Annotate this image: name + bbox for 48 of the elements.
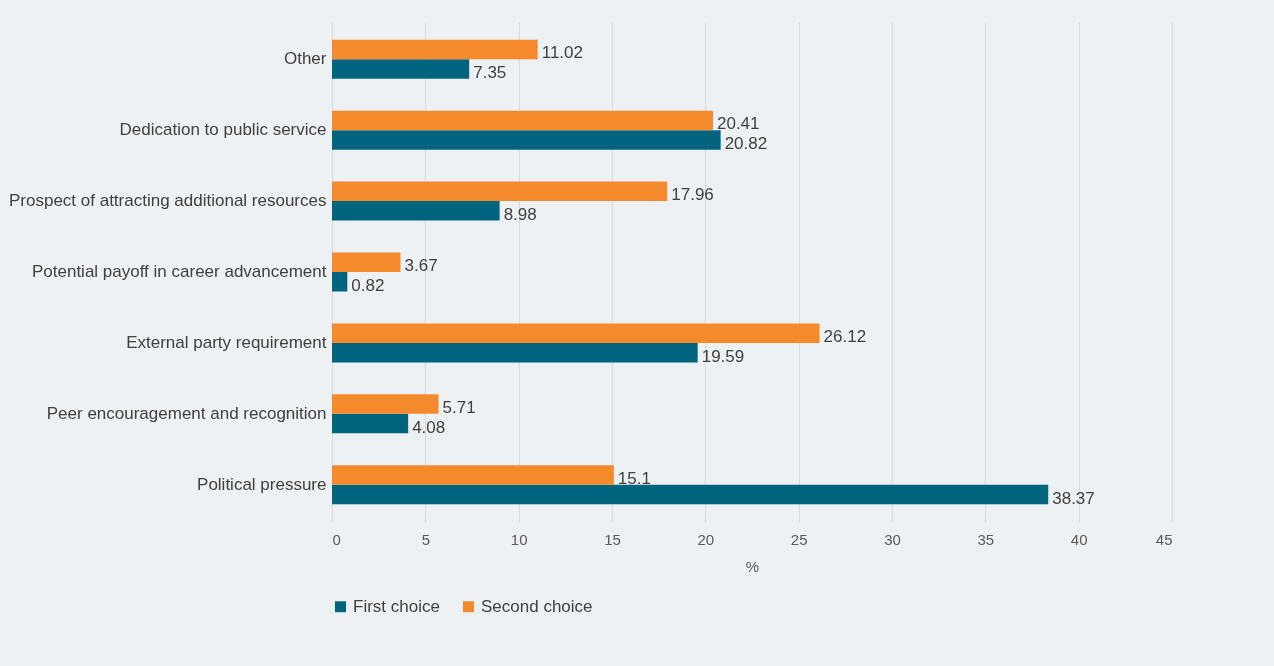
data-label: 38.37 — [1052, 488, 1095, 508]
data-label: 4.08 — [412, 417, 446, 437]
x-tick-label: 40 — [1070, 530, 1088, 548]
data-label: 11.02 — [541, 43, 583, 63]
y-tick-label: Peer encouragement and recognition — [46, 403, 327, 423]
data-label: 5.71 — [442, 398, 476, 418]
y-tick-label: External party requirement — [126, 332, 327, 352]
x-tick-label: 10 — [510, 530, 528, 548]
y-tick-label: Potential payoff in career advancement — [31, 262, 327, 281]
y-tick-label: Prospect of attracting additional resources — [8, 191, 327, 211]
x-axis-title: % — [745, 557, 760, 575]
bar — [332, 181, 668, 202]
data-label: 7.35 — [473, 62, 507, 82]
bar — [332, 252, 401, 272]
bar — [332, 323, 820, 343]
x-tick-label: 25 — [790, 530, 808, 548]
x-tick-label: 5 — [421, 530, 431, 548]
legend-label: Second choice — [481, 596, 593, 616]
bar — [332, 130, 721, 150]
data-label: 8.98 — [503, 204, 537, 224]
bar — [332, 484, 1049, 505]
data-label: 19.59 — [701, 346, 745, 366]
data-label: 17.96 — [671, 185, 714, 205]
bar — [332, 465, 614, 485]
bar — [332, 59, 470, 79]
x-tick-label: 0 — [332, 530, 341, 548]
data-label: 3.67 — [404, 256, 438, 276]
y-tick-label: Dedication to public service — [119, 120, 327, 140]
bar — [332, 394, 439, 414]
data-label: 20.41 — [716, 114, 760, 134]
data-label: 0.82 — [351, 275, 385, 295]
x-tick-label: 30 — [884, 530, 901, 548]
x-tick-label: 20 — [697, 530, 715, 548]
bar — [332, 201, 500, 221]
x-tick-label: 45 — [1155, 530, 1173, 548]
legend-label: First choice — [353, 596, 440, 616]
bar — [332, 39, 538, 60]
bar — [332, 272, 348, 292]
x-tick-label: 15 — [604, 530, 621, 548]
data-label: 15.1 — [617, 469, 651, 489]
y-tick-label: Political pressure — [197, 474, 327, 494]
y-tick-label: Other — [283, 49, 327, 69]
data-label: 20.82 — [724, 133, 768, 153]
x-tick-label: 35 — [977, 530, 995, 548]
bar — [332, 342, 698, 363]
bar — [332, 413, 409, 434]
bar — [332, 110, 713, 131]
data-label: 26.12 — [823, 327, 867, 347]
